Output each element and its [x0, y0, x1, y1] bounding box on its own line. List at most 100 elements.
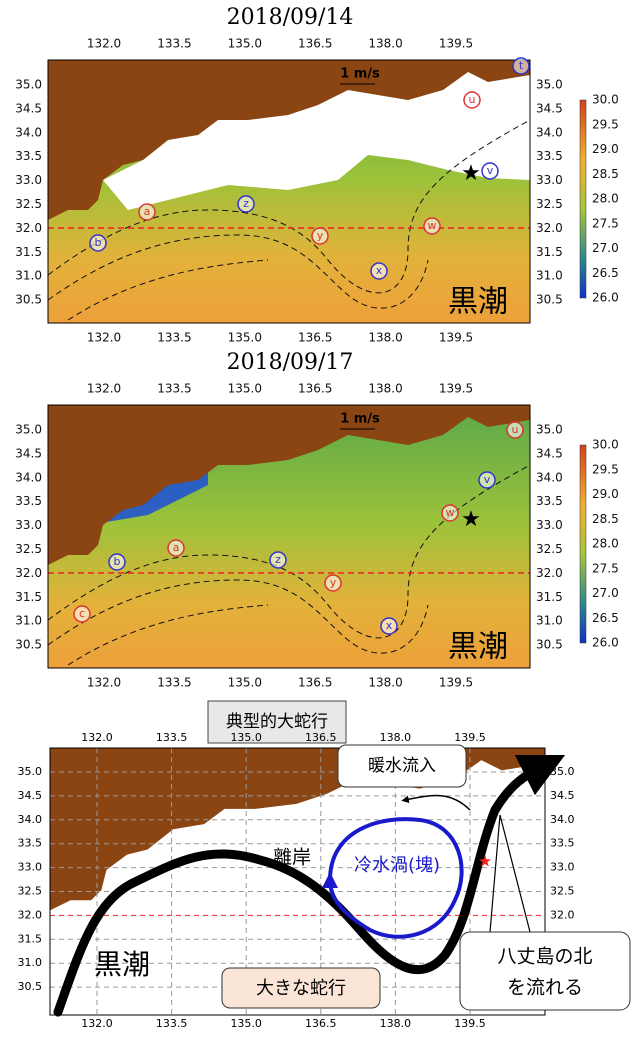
- y-tick-label: 33.5: [550, 837, 575, 850]
- colorbar-label: 27.0: [592, 586, 619, 600]
- x-tick-label: 135.0: [228, 37, 262, 51]
- y-tick-label: 34.0: [15, 125, 42, 139]
- y-tick-label: 31.5: [536, 245, 563, 259]
- callout: [337, 744, 467, 788]
- station-label: w: [428, 219, 437, 232]
- y-tick-label: 34.5: [18, 789, 43, 802]
- y-tick-label: 31.5: [15, 245, 42, 259]
- map: [47, 59, 531, 324]
- y-tick-label: 34.0: [536, 470, 563, 484]
- colorbar-label: 29.5: [592, 117, 619, 131]
- pointer: [489, 814, 501, 933]
- y-tick-label: 35.0: [15, 78, 42, 92]
- y-tick-label: 31.5: [15, 590, 42, 604]
- y-tick-label: 33.0: [15, 518, 42, 532]
- x-tick-label: 136.5: [305, 731, 337, 744]
- x-tick-label: 135.0: [230, 731, 262, 744]
- y-tick-label: 32.5: [15, 542, 42, 556]
- colorbar-label: 29.5: [592, 462, 619, 476]
- map-frame: [47, 59, 531, 324]
- callout-text: 八丈島の北: [497, 946, 592, 968]
- colorbar-label: 30.0: [592, 93, 619, 107]
- x-tick-label: 133.5: [157, 37, 191, 51]
- y-tick-label: 32.5: [536, 197, 563, 211]
- x-tick-label: 133.5: [156, 1017, 188, 1030]
- x-tick-label: 138.0: [368, 676, 402, 690]
- y-tick-label: 34.0: [550, 813, 575, 826]
- current: [47, 234, 429, 309]
- land: [48, 60, 530, 220]
- station-marker: [138, 203, 156, 221]
- star: ★: [461, 161, 481, 186]
- x-tick-label: 133.5: [157, 676, 191, 690]
- callout: [459, 931, 631, 1011]
- y-tick-label: 33.5: [536, 149, 563, 163]
- callout-text: を流れる: [507, 977, 583, 999]
- y-tick-label: 34.5: [15, 446, 42, 460]
- y-tick-label: 31.5: [536, 590, 563, 604]
- kuroshio-path: [53, 754, 566, 1017]
- y-tick-label: 31.5: [18, 932, 43, 945]
- station-label: x: [376, 264, 383, 277]
- map-frame: [49, 747, 546, 1016]
- x-tick-label: 139.5: [439, 676, 473, 690]
- y-tick-label: 35.0: [550, 765, 575, 778]
- region-label: 黒潮: [448, 285, 508, 320]
- station-marker: [512, 57, 530, 75]
- colorbar-label: 26.5: [592, 266, 619, 280]
- y-tick-label: 35.0: [15, 423, 42, 437]
- region-label: 黒潮: [448, 630, 508, 665]
- y-tick-label: 33.0: [18, 861, 43, 874]
- x-tick-label: 139.5: [439, 331, 473, 345]
- x-tick-label: 133.5: [157, 331, 191, 345]
- station-label: z: [275, 553, 281, 566]
- y-tick-label: 35.0: [536, 78, 563, 92]
- y-tick-label: 33.5: [15, 149, 42, 163]
- y-tick-label: 32.0: [550, 908, 575, 921]
- land: [48, 405, 530, 565]
- callout: [221, 967, 381, 1009]
- station-marker: [237, 195, 255, 213]
- station-marker: [370, 262, 388, 280]
- x-tick-label: 132.0: [81, 731, 113, 744]
- y-tick-label: 30.5: [15, 293, 42, 307]
- x-tick-label: 138.0: [368, 382, 402, 396]
- colorbar-label: 26.0: [592, 636, 619, 650]
- station-marker: [506, 421, 524, 439]
- y-tick-label: 34.0: [536, 125, 563, 139]
- y-tick-label: 34.5: [550, 789, 575, 802]
- station-label: b: [95, 236, 102, 249]
- x-tick-label: 132.0: [87, 382, 121, 396]
- star: ★: [461, 507, 481, 532]
- x-tick-label: 133.5: [157, 382, 191, 396]
- x-tick-label: 136.5: [298, 37, 332, 51]
- station-label: b: [114, 555, 121, 568]
- y-tick-label: 34.0: [15, 470, 42, 484]
- colorbar-label: 28.5: [592, 167, 619, 181]
- region-label: 黒潮: [94, 948, 150, 981]
- x-tick-label: 138.0: [380, 731, 412, 744]
- x-tick-label: 136.5: [298, 382, 332, 396]
- y-tick-label: 31.0: [15, 269, 42, 283]
- x-tick-label: 136.5: [298, 676, 332, 690]
- station-marker: [269, 551, 287, 569]
- station-marker: [108, 553, 126, 571]
- colorbar-label: 29.0: [592, 142, 619, 156]
- y-tick-label: 32.0: [15, 566, 42, 580]
- y-tick-label: 33.5: [536, 494, 563, 508]
- colorbar-label: 28.0: [592, 192, 619, 206]
- scale-label: 1 m/s: [340, 67, 380, 82]
- y-tick-label: 31.0: [18, 956, 43, 969]
- diagram-title: 典型的大蛇行: [226, 712, 328, 732]
- current: [47, 119, 531, 294]
- x-tick-label: 138.0: [380, 1017, 412, 1030]
- y-tick-label: 30.5: [536, 638, 563, 652]
- colorbar-label: 30.0: [592, 438, 619, 452]
- pointer: [499, 814, 531, 933]
- title-box: [207, 700, 347, 744]
- y-tick-label: 32.5: [15, 197, 42, 211]
- y-tick-label: 32.0: [18, 908, 43, 921]
- annotation: 離岸: [273, 847, 311, 869]
- y-tick-label: 30.5: [18, 980, 43, 993]
